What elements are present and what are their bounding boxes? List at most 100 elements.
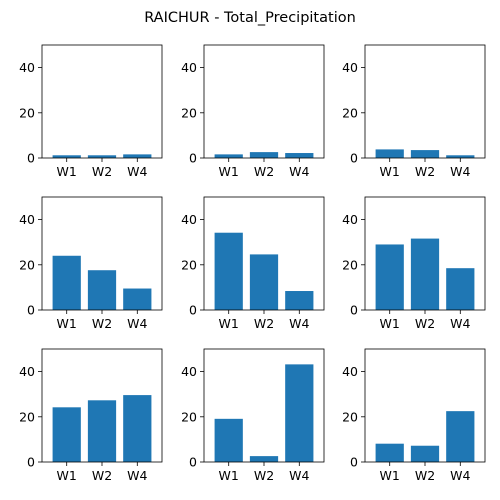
x-tick-label: W4 (289, 468, 309, 483)
bar-w4 (446, 155, 475, 158)
axes-frame (364, 44, 486, 159)
x-tick-label: W1 (219, 164, 239, 179)
x-tick-label: W2 (415, 468, 435, 483)
x-tick-label: W4 (127, 164, 147, 179)
subplot-8: W1 W2 W4 0 20 40 (181, 348, 325, 483)
bar-w2 (249, 254, 279, 310)
bar-w2 (410, 445, 440, 462)
bar-w2 (87, 155, 117, 158)
y-tick-label: 0 (27, 303, 35, 318)
bar-w4 (285, 153, 314, 158)
y-tick-label: 20 (181, 409, 197, 424)
x-tick-label: W4 (450, 468, 470, 483)
axes-frame (41, 348, 163, 463)
axes-frame (41, 196, 163, 311)
axes-frame (364, 348, 486, 463)
subplot-9: W1 W2 W4 0 20 40 (342, 348, 486, 483)
y-tick-label: 40 (342, 212, 358, 227)
bar-w4 (285, 291, 314, 310)
x-tick-label: W1 (380, 316, 400, 331)
bar-w2 (249, 456, 279, 462)
x-tick-label: W1 (380, 468, 400, 483)
subplot-3: W1 W2 W4 0 20 40 (342, 44, 486, 179)
x-tick-label: W2 (415, 316, 435, 331)
y-tick-label: 0 (27, 151, 35, 166)
y-tick-label: 40 (342, 364, 358, 379)
y-tick-label: 40 (342, 60, 358, 75)
x-tick-label: W1 (57, 316, 77, 331)
subplot-4: W1 W2 W4 0 20 40 (19, 196, 163, 331)
bar-w1 (214, 418, 243, 462)
axes-frame (41, 44, 163, 159)
bar-w2 (87, 270, 117, 310)
x-tick-label: W1 (219, 316, 239, 331)
x-tick-label: W1 (57, 468, 77, 483)
x-tick-label: W2 (92, 316, 112, 331)
x-tick-label: W1 (380, 164, 400, 179)
subplot-2: W1 W2 W4 0 20 40 (181, 44, 325, 179)
x-tick-label: W2 (415, 164, 435, 179)
y-tick-label: 20 (181, 105, 197, 120)
axes-frame (203, 196, 325, 311)
y-tick-label: 20 (181, 257, 197, 272)
x-tick-label: W4 (289, 164, 309, 179)
x-tick-label: W2 (254, 316, 274, 331)
y-tick-label: 20 (19, 105, 35, 120)
bar-w2 (87, 400, 117, 462)
subplot-6: W1 W2 W4 0 20 40 (342, 196, 486, 331)
x-tick-label: W4 (127, 316, 147, 331)
x-tick-label: W2 (92, 468, 112, 483)
bar-w4 (285, 364, 314, 462)
y-tick-label: 0 (189, 151, 197, 166)
y-tick-label: 40 (19, 60, 35, 75)
bar-w4 (123, 395, 152, 462)
axes-frame (364, 196, 486, 311)
bar-w2 (249, 152, 279, 158)
x-tick-label: W4 (289, 316, 309, 331)
subplot-1: W1 W2 W4 0 20 40 (19, 44, 163, 179)
bar-w4 (446, 268, 475, 310)
x-tick-label: W4 (127, 468, 147, 483)
y-tick-label: 40 (181, 60, 197, 75)
bar-w4 (123, 154, 152, 158)
y-tick-label: 0 (189, 303, 197, 318)
x-tick-label: W2 (92, 164, 112, 179)
y-tick-label: 0 (350, 151, 358, 166)
y-tick-label: 40 (181, 364, 197, 379)
y-tick-label: 20 (19, 409, 35, 424)
y-tick-label: 20 (342, 409, 358, 424)
y-tick-label: 40 (19, 364, 35, 379)
bar-w2 (410, 238, 440, 310)
bar-w2 (410, 150, 440, 158)
y-tick-label: 20 (342, 257, 358, 272)
axes-frame (203, 44, 325, 159)
bar-w1 (214, 154, 243, 158)
x-tick-label: W1 (57, 164, 77, 179)
bar-w4 (446, 411, 475, 462)
y-tick-label: 0 (350, 303, 358, 318)
bar-w4 (123, 288, 152, 310)
subplot-7: W1 W2 W4 0 20 40 (19, 348, 163, 483)
bar-w1 (52, 255, 81, 310)
x-tick-label: W4 (450, 316, 470, 331)
bar-w1 (214, 232, 243, 310)
y-tick-label: 40 (19, 212, 35, 227)
x-tick-label: W2 (254, 164, 274, 179)
figure-title: RAICHUR - Total_Precipitation (144, 10, 356, 26)
bar-w1 (52, 155, 81, 158)
y-tick-label: 20 (19, 257, 35, 272)
x-tick-label: W2 (254, 468, 274, 483)
bar-w1 (52, 407, 81, 462)
subplot-5: W1 W2 W4 0 20 40 (181, 196, 325, 331)
y-tick-label: 0 (189, 455, 197, 470)
bar-w1 (375, 149, 404, 158)
x-tick-label: W4 (450, 164, 470, 179)
y-tick-label: 20 (342, 105, 358, 120)
bar-w1 (375, 244, 404, 310)
y-tick-label: 0 (350, 455, 358, 470)
y-tick-label: 0 (27, 455, 35, 470)
bar-w1 (375, 443, 404, 462)
x-tick-label: W1 (219, 468, 239, 483)
axes-frame (203, 348, 325, 463)
